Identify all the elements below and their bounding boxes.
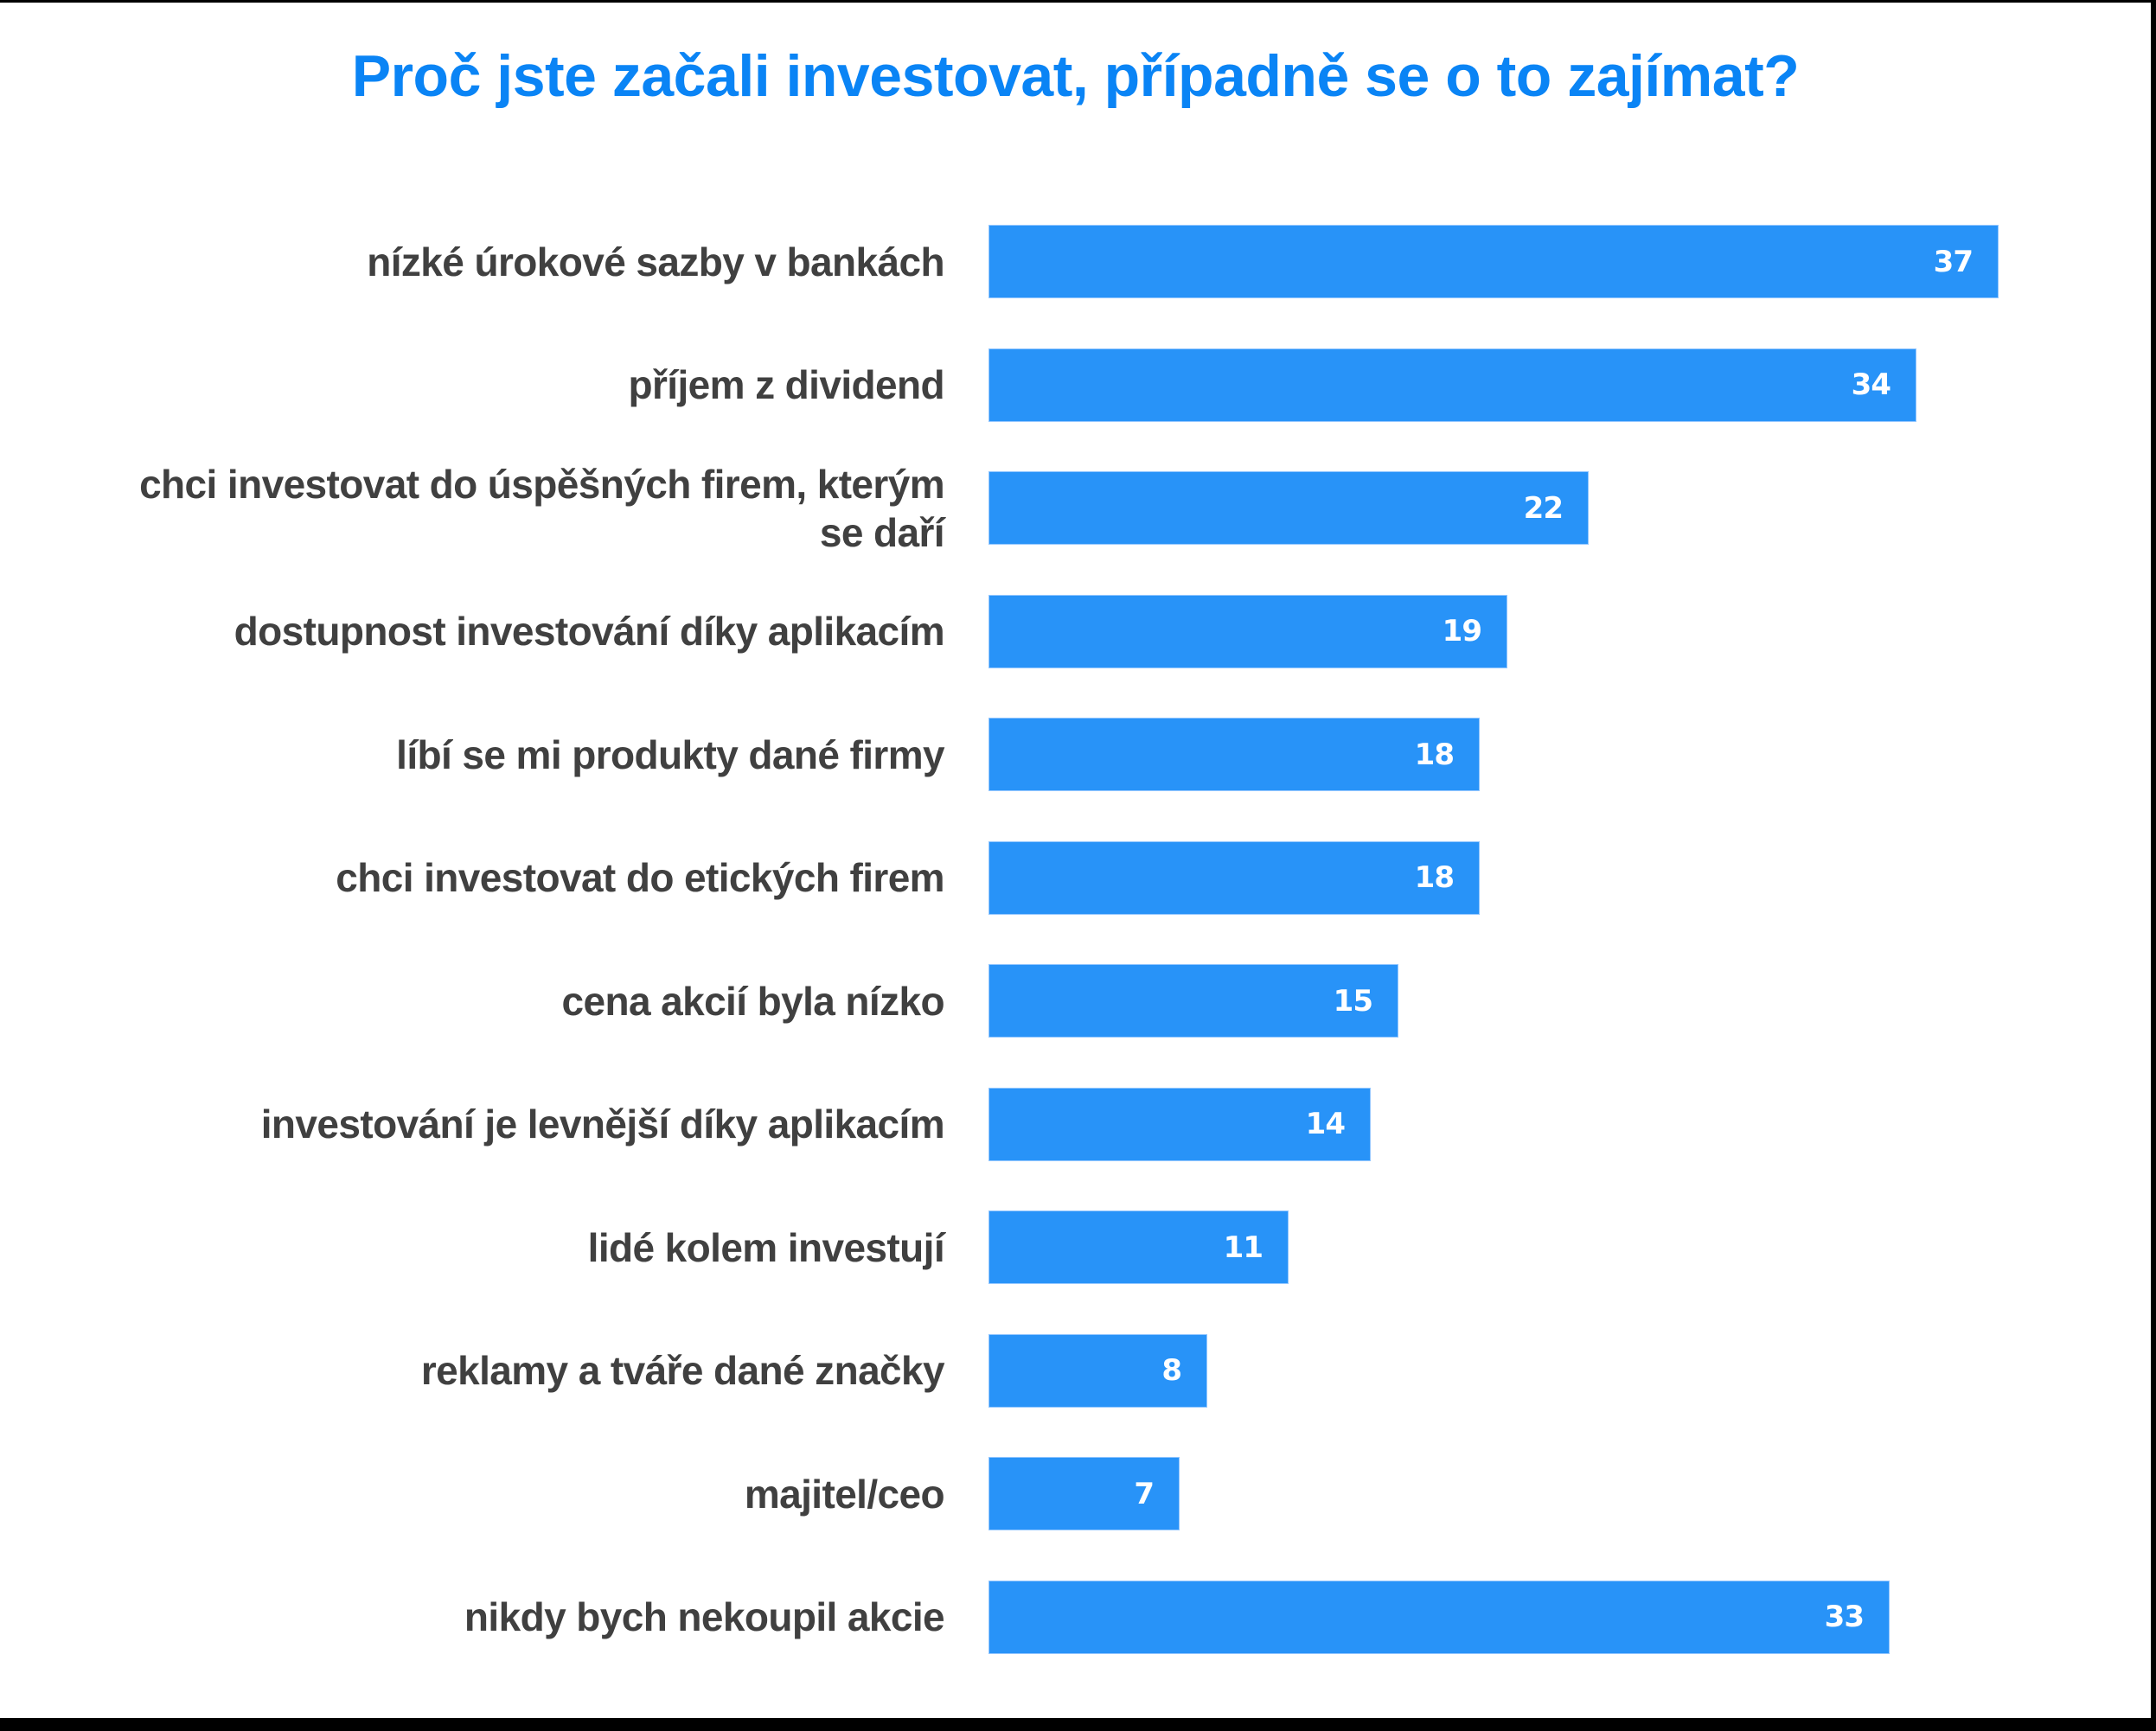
category-label-line: chci investovat do úspěšných firem, kter… bbox=[139, 461, 945, 507]
category-label: chci investovat do úspěšných firem, kter… bbox=[28, 460, 945, 557]
bar-value-label: 15 bbox=[1333, 983, 1373, 1019]
bar: 34 bbox=[988, 348, 1916, 422]
bar-row: nikdy bych nekoupil akcie 33 bbox=[0, 1580, 2151, 1654]
bar: 37 bbox=[988, 225, 1999, 298]
category-label: nikdy bych nekoupil akcie bbox=[28, 1593, 945, 1641]
category-label-line: lidé kolem investují bbox=[587, 1224, 945, 1270]
category-label: lidé kolem investují bbox=[28, 1223, 945, 1272]
category-label: líbí se mi produkty dané firmy bbox=[28, 731, 944, 779]
category-label: dostupnost investování díky aplikacím bbox=[28, 607, 945, 655]
category-label-line: příjem z dividend bbox=[628, 362, 944, 407]
bar-value-label: 7 bbox=[1134, 1476, 1155, 1511]
bar-value-label: 18 bbox=[1414, 860, 1455, 895]
bar-row: chci investovat do etických firem 18 bbox=[0, 840, 2151, 915]
bar-row: líbí se mi produkty dané firmy 18 bbox=[0, 718, 2151, 791]
bar-value-label: 34 bbox=[1851, 367, 1891, 402]
bar-row: reklamy a tváře dané značky 8 bbox=[0, 1333, 2151, 1408]
bar: 7 bbox=[988, 1457, 1180, 1530]
bar: 14 bbox=[988, 1087, 1371, 1161]
bar: 18 bbox=[988, 718, 1480, 791]
category-label: cena akcií byla nízko bbox=[28, 977, 944, 1025]
bar-row: investování je levnější díky aplikacím 14 bbox=[0, 1087, 2151, 1161]
category-label-line: reklamy a tváře dané značky bbox=[420, 1348, 945, 1393]
bar-row: nízké úrokové sazby v bankách 37 bbox=[0, 225, 2151, 298]
bar-value-label: 33 bbox=[1824, 1600, 1865, 1634]
category-label-line: nikdy bych nekoupil akcie bbox=[464, 1594, 945, 1639]
bar-value-label: 37 bbox=[1933, 244, 1974, 279]
category-label: majitel/ceo bbox=[28, 1470, 945, 1518]
bar-row: příjem z dividend 34 bbox=[0, 348, 2151, 422]
category-label-line: investování je levnější díky aplikacím bbox=[260, 1102, 945, 1147]
bar-value-label: 22 bbox=[1523, 490, 1564, 526]
bar-value-label: 19 bbox=[1442, 614, 1482, 648]
bar-row: dostupnost investování díky aplikacím 19 bbox=[0, 594, 2151, 668]
bar: 33 bbox=[988, 1580, 1890, 1654]
bar-value-label: 18 bbox=[1414, 737, 1455, 772]
bar-value-label: 11 bbox=[1223, 1230, 1264, 1265]
category-label-line: chci investovat do etických firem bbox=[336, 855, 944, 900]
bar-row: cena akcií byla nízko 15 bbox=[0, 964, 2151, 1038]
bar: 11 bbox=[988, 1210, 1289, 1284]
category-label-line: nízké úrokové sazby v bankách bbox=[367, 239, 944, 284]
category-label-line: cena akcií byla nízko bbox=[561, 978, 944, 1024]
bar-value-label: 14 bbox=[1305, 1107, 1346, 1141]
bar: 15 bbox=[988, 964, 1398, 1038]
bar-row: chci investovat do úspěšných firem, kter… bbox=[0, 462, 2151, 555]
category-label-line: líbí se mi produkty dané firmy bbox=[396, 731, 944, 777]
bar: 19 bbox=[988, 594, 1507, 668]
bar-row: lidé kolem investují 11 bbox=[0, 1210, 2151, 1284]
bar-value-label: 8 bbox=[1161, 1353, 1182, 1388]
category-label: reklamy a tváře dané značky bbox=[28, 1346, 945, 1395]
category-label-line: se daří bbox=[819, 509, 945, 555]
category-label: investování je levnější díky aplikacím bbox=[28, 1100, 945, 1148]
bar: 18 bbox=[988, 840, 1480, 915]
bar: 8 bbox=[988, 1333, 1207, 1408]
bar: 22 bbox=[988, 471, 1589, 545]
chart-title: Proč jste začali investovat, případně se… bbox=[351, 43, 1800, 109]
category-label-line: majitel/ceo bbox=[744, 1471, 945, 1517]
category-label: nízké úrokové sazby v bankách bbox=[28, 238, 944, 286]
category-label-line: dostupnost investování díky aplikacím bbox=[234, 609, 945, 654]
category-label: příjem z dividend bbox=[28, 361, 944, 409]
category-label: chci investovat do etických firem bbox=[28, 853, 944, 902]
bar-row: majitel/ceo 7 bbox=[0, 1457, 2151, 1530]
